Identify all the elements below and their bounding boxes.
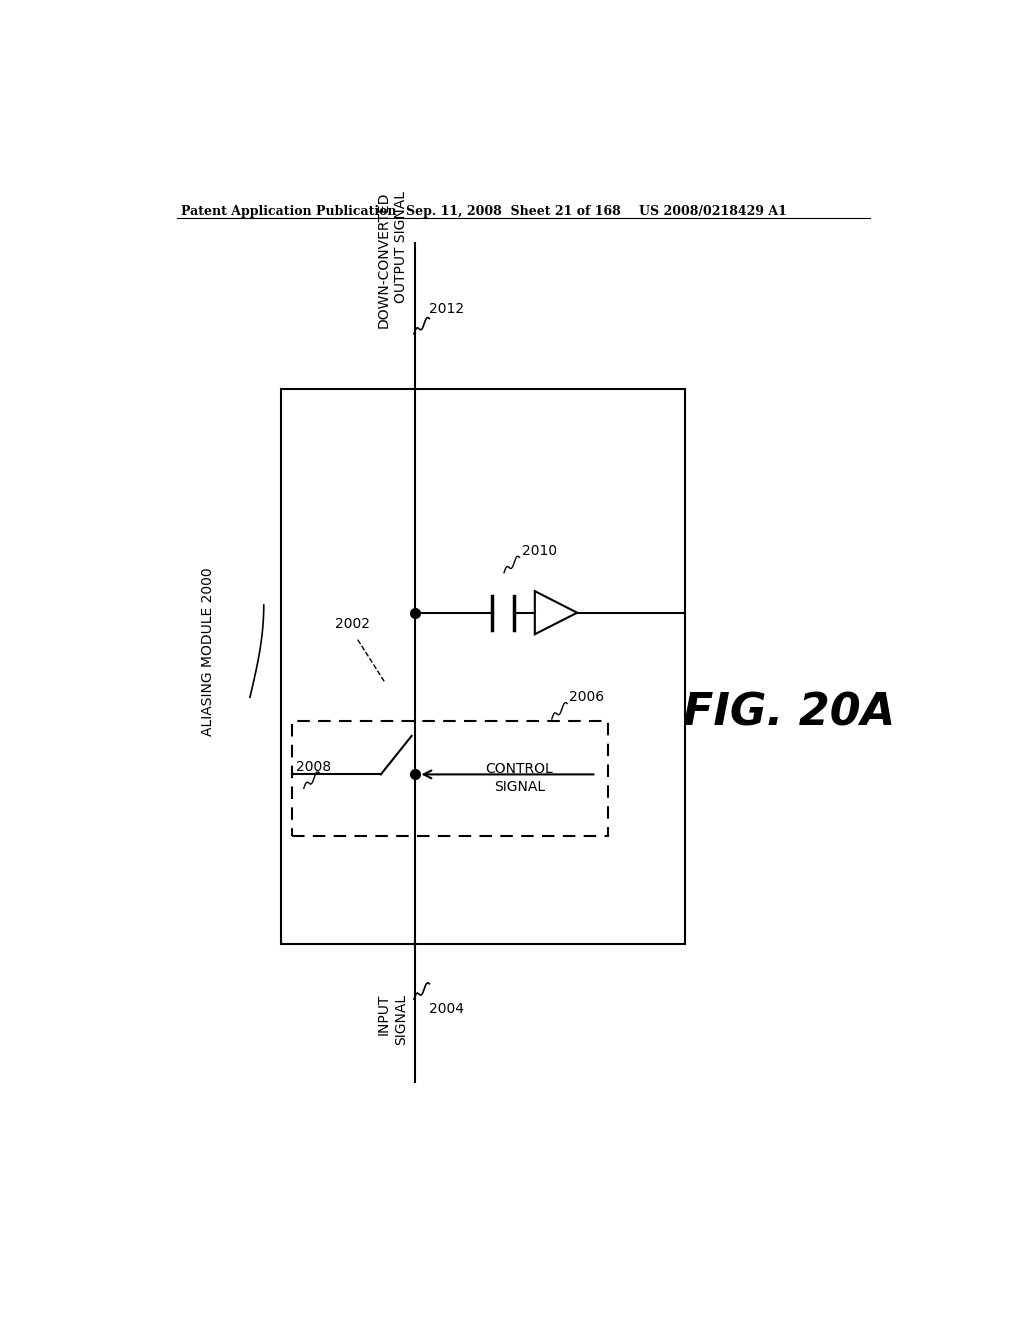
Text: US 2008/0218429 A1: US 2008/0218429 A1 bbox=[639, 205, 786, 218]
Text: 2010: 2010 bbox=[521, 544, 557, 558]
Bar bbox=[292, 721, 608, 836]
Text: FIG. 20A: FIG. 20A bbox=[683, 692, 895, 734]
Text: CONTROL
SIGNAL: CONTROL SIGNAL bbox=[485, 762, 553, 795]
Text: 2004: 2004 bbox=[429, 1002, 464, 1016]
Text: Patent Application Publication: Patent Application Publication bbox=[180, 205, 396, 218]
Text: 2008: 2008 bbox=[296, 760, 331, 774]
Text: INPUT
SIGNAL: INPUT SIGNAL bbox=[377, 994, 408, 1045]
Text: DOWN-CONVERTED
OUTPUT SIGNAL: DOWN-CONVERTED OUTPUT SIGNAL bbox=[377, 191, 408, 327]
Bar bbox=[281, 389, 685, 944]
Text: ALIASING MODULE 2000: ALIASING MODULE 2000 bbox=[201, 566, 215, 735]
Text: 2002: 2002 bbox=[335, 618, 370, 631]
Text: Sep. 11, 2008  Sheet 21 of 168: Sep. 11, 2008 Sheet 21 of 168 bbox=[407, 205, 621, 218]
Text: 2006: 2006 bbox=[569, 690, 604, 705]
Text: 2012: 2012 bbox=[429, 301, 465, 315]
